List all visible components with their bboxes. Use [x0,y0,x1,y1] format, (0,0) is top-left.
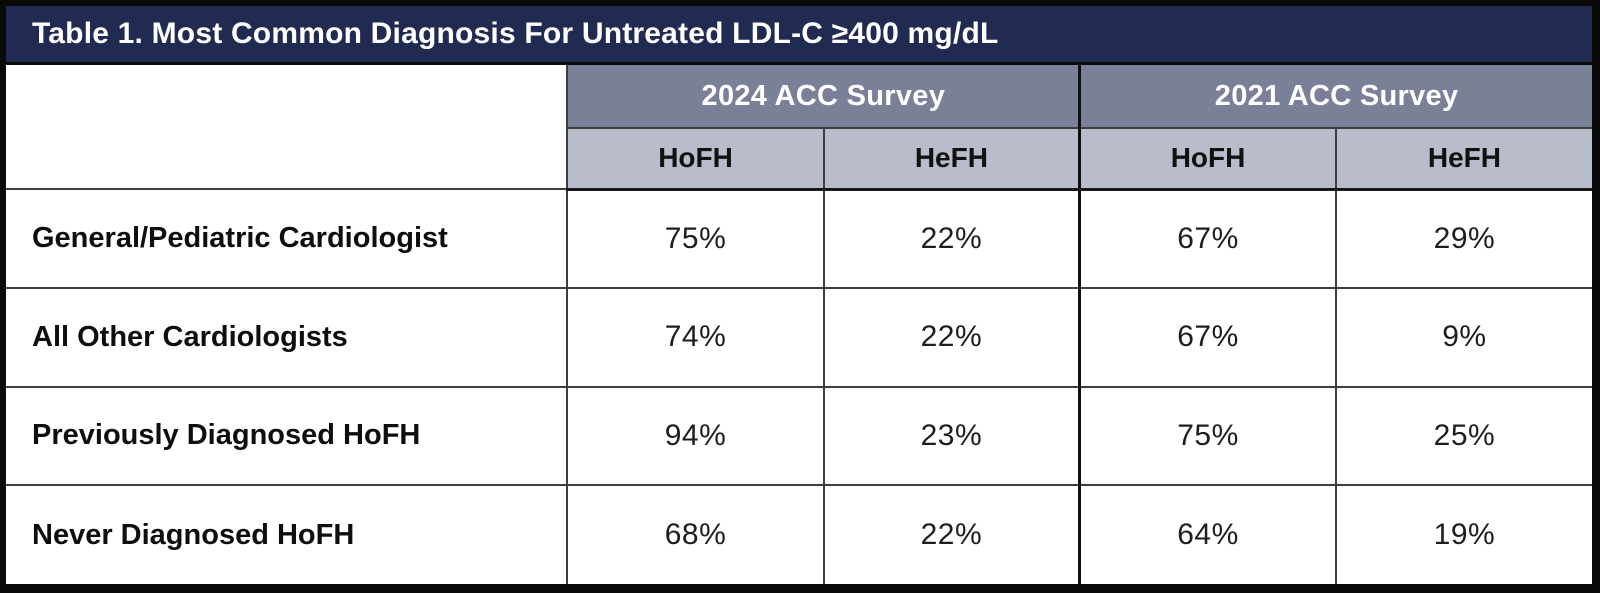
cell-value: 67% [1078,188,1337,289]
table-title-bar: Table 1. Most Common Diagnosis For Untre… [6,6,1592,62]
group-header-2024-acc-survey: 2024 ACC Survey [566,65,1081,129]
row-label-never-diagnosed-hofh: Never Diagnosed HoFH [6,484,569,584]
table-row: General/Pediatric Cardiologist 75% 22% 6… [6,188,1592,289]
table-row: Never Diagnosed HoFH 68% 22% 64% 19% [6,484,1592,584]
column-header-2021-hefh: HeFH [1334,127,1592,191]
column-header-2024-hefh: HeFH [822,127,1081,191]
cell-value: 23% [822,385,1081,487]
column-header-2024-hofh: HoFH [566,127,825,191]
cell-value: 75% [1078,385,1337,487]
corner-cell [6,65,569,190]
cell-value: 19% [1334,484,1592,584]
cell-value: 22% [822,286,1081,388]
cell-value: 9% [1334,286,1592,388]
diagnosis-table: 2024 ACC Survey 2021 ACC Survey HoFH HeF… [6,65,1592,584]
group-header-2021-acc-survey: 2021 ACC Survey [1078,65,1592,129]
sub-header-row: HoFH HeFH HoFH HeFH [6,127,1592,191]
row-label-general-pediatric-cardiologist: General/Pediatric Cardiologist [6,188,569,289]
table-title: Table 1. Most Common Diagnosis For Untre… [32,17,999,50]
cell-value: 64% [1078,484,1337,584]
cell-value: 22% [822,484,1081,584]
table-row: Previously Diagnosed HoFH 94% 23% 75% 25… [6,385,1592,487]
cell-value: 22% [822,188,1081,289]
table-row: All Other Cardiologists 74% 22% 67% 9% [6,286,1592,388]
cell-value: 67% [1078,286,1337,388]
row-label-all-other-cardiologists: All Other Cardiologists [6,286,569,388]
cell-value: 75% [566,188,825,289]
group-header-row: 2024 ACC Survey 2021 ACC Survey [6,65,1592,190]
cell-value: 94% [566,385,825,487]
cell-value: 25% [1334,385,1592,487]
row-label-previously-diagnosed-hofh: Previously Diagnosed HoFH [6,385,569,487]
column-header-2021-hofh: HoFH [1078,127,1337,191]
cell-value: 74% [566,286,825,388]
cell-value: 68% [566,484,825,584]
cell-value: 29% [1334,188,1592,289]
